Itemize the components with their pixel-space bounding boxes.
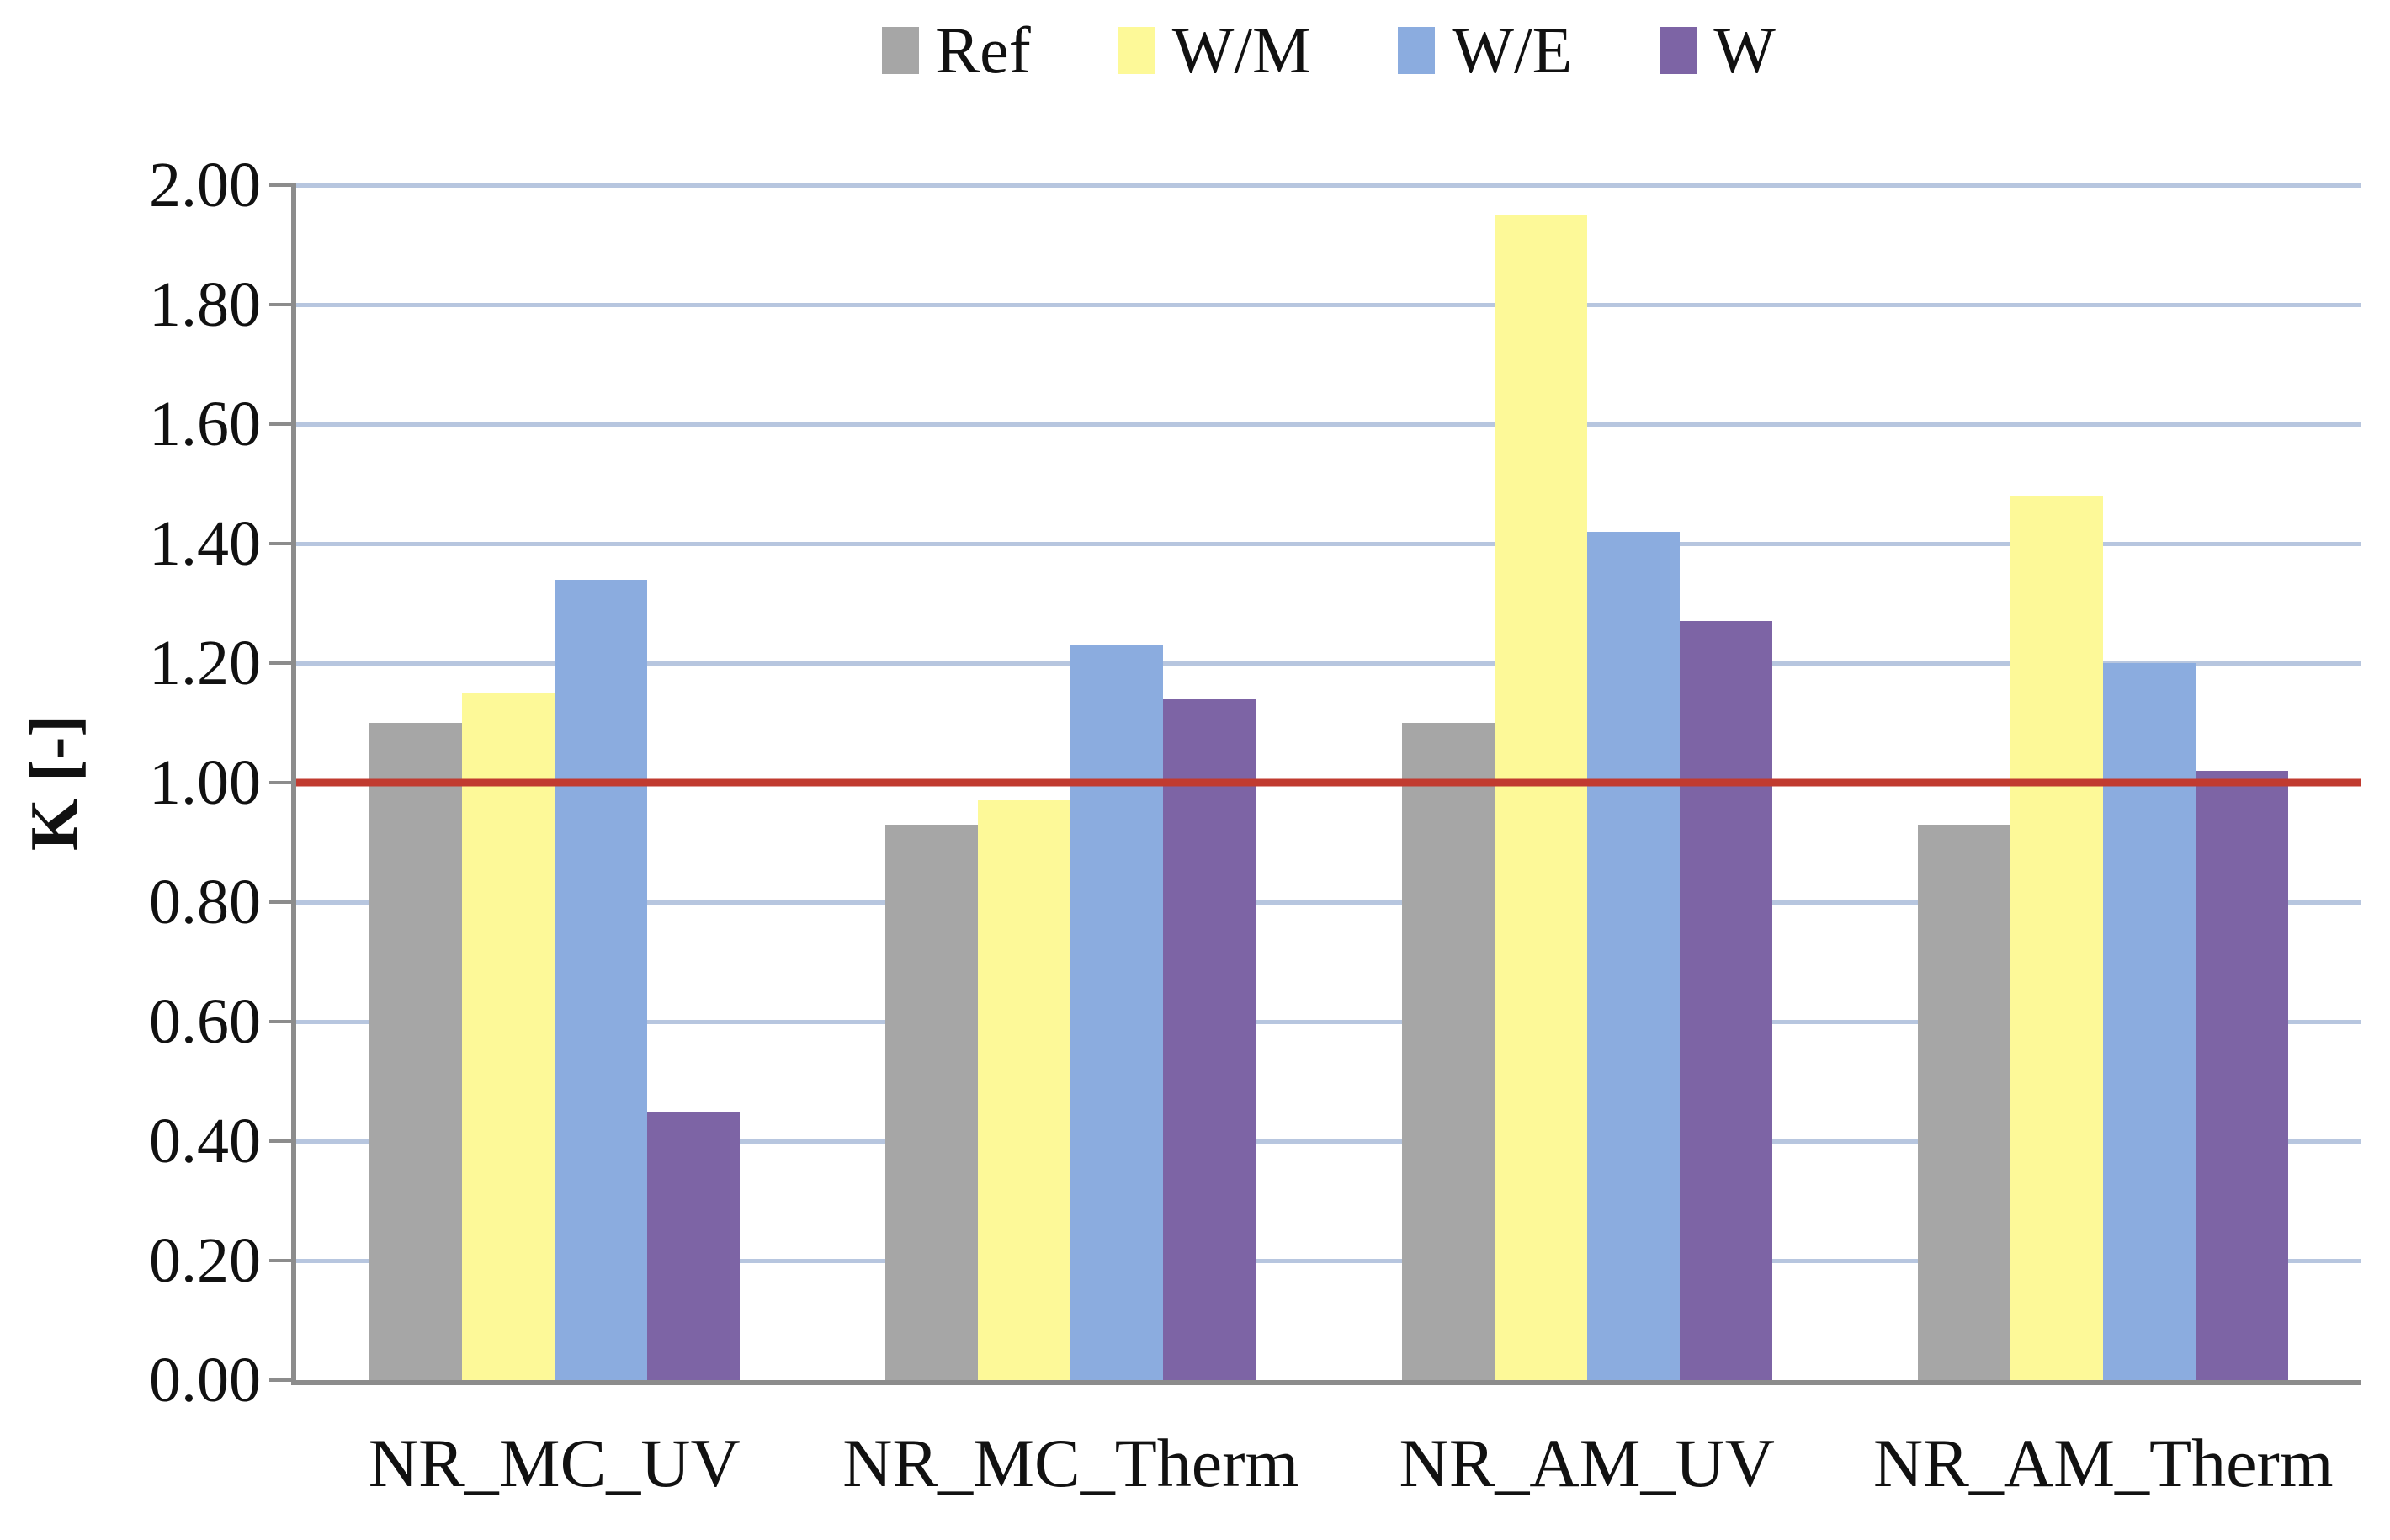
y-tick-mark-0-00 <box>269 1378 300 1382</box>
x-category-label-nr-am-therm: NR_AM_Therm <box>1872 1425 2334 1501</box>
y-tick-mark-0-80 <box>269 900 300 904</box>
x-category-label-nr-mc-therm: NR_MC_Therm <box>842 1425 1299 1501</box>
y-axis-line <box>291 183 296 1383</box>
y-tick-mark-0-20 <box>269 1259 300 1262</box>
y-tick-label-0-20: 0.20 <box>149 1225 261 1296</box>
gridline-2-00 <box>296 183 2361 188</box>
x-axis-category-labels: NR_MC_UV NR_MC_Therm NR_AM_UV NR_AM_Therm <box>296 1424 2361 1503</box>
legend-swatch-w <box>1660 27 1697 74</box>
y-axis-tick-marks <box>269 183 300 1382</box>
bar-w-m-nr-mc-uv <box>461 693 555 1380</box>
legend-swatch-ref <box>882 27 920 74</box>
legend-label-w-m: W/M <box>1171 13 1311 87</box>
legend-item-w-m: W/M <box>1118 13 1311 87</box>
legend-label-ref: Ref <box>936 13 1031 87</box>
y-tick-label-1-80: 1.80 <box>149 269 261 340</box>
bar-w-e-nr-am-therm <box>2103 663 2196 1380</box>
y-tick-label-1-40: 1.40 <box>149 508 261 579</box>
y-tick-label-2-00: 2.00 <box>149 150 261 220</box>
y-tick-label-0-00: 0.00 <box>149 1345 261 1415</box>
y-tick-mark-2-00 <box>269 183 300 187</box>
bar-ref-nr-mc-uv <box>369 723 462 1380</box>
legend-swatch-w-m <box>1118 27 1155 74</box>
gridline-0-80 <box>296 900 2361 905</box>
y-tick-mark-1-20 <box>269 661 300 665</box>
y-tick-label-0-60: 0.60 <box>149 986 261 1057</box>
bar-w-nr-am-uv <box>1679 621 1772 1380</box>
legend-swatch-w-e <box>1398 27 1436 74</box>
y-tick-mark-1-00 <box>269 781 300 784</box>
y-tick-label-1-00: 1.00 <box>149 747 261 818</box>
gridline-1-40 <box>296 542 2361 546</box>
bar-ref-nr-am-uv <box>1401 723 1495 1380</box>
bar-w-nr-mc-therm <box>1163 698 1256 1380</box>
bar-group-nr-am-therm <box>1846 185 2362 1380</box>
y-tick-mark-0-40 <box>269 1139 300 1143</box>
x-axis-line <box>291 1380 2361 1385</box>
gridline-0-60 <box>296 1020 2361 1024</box>
y-tick-mark-1-40 <box>269 542 300 545</box>
legend-item-ref: Ref <box>882 18 1031 83</box>
legend: Ref W/M W/E W <box>296 8 2361 93</box>
x-category-label-nr-am-uv: NR_AM_UV <box>1399 1425 1775 1501</box>
y-tick-mark-0-60 <box>269 1020 300 1023</box>
bar-w-m-nr-am-therm <box>2010 496 2104 1380</box>
bar-ref-nr-mc-therm <box>885 824 979 1380</box>
legend-label-w: W <box>1713 13 1776 87</box>
bar-group-nr-mc-therm <box>813 185 1330 1380</box>
y-tick-label-0-80: 0.80 <box>149 867 261 937</box>
bar-cluster-nr-mc-uv <box>369 185 740 1380</box>
legend-item-w-e: W/E <box>1398 18 1572 83</box>
y-tick-label-1-20: 1.20 <box>149 628 261 698</box>
bar-w-e-nr-mc-therm <box>1070 645 1164 1380</box>
gridline-1-80 <box>296 303 2361 307</box>
bar-cluster-nr-am-uv <box>1401 185 1772 1380</box>
legend-label-w-e: W/E <box>1452 13 1573 87</box>
bar-w-m-nr-mc-therm <box>978 800 1071 1380</box>
bar-cluster-nr-am-therm <box>1918 185 2289 1380</box>
bar-cluster-nr-mc-therm <box>885 185 1256 1380</box>
bar-group-nr-mc-uv <box>296 185 813 1380</box>
gridline-1-60 <box>296 422 2361 427</box>
gridline-1-20 <box>296 661 2361 666</box>
x-category-label-nr-mc-uv: NR_MC_UV <box>368 1425 741 1501</box>
bar-w-nr-am-therm <box>2196 770 2289 1380</box>
y-tick-label-0-40: 0.40 <box>149 1106 261 1176</box>
y-axis-tick-labels: 0.00 0.20 0.40 0.60 0.80 1.00 1.20 1.40 1.60 1.80… <box>76 153 261 1412</box>
bar-w-e-nr-am-uv <box>1586 531 1680 1380</box>
legend-item-w: W <box>1660 18 1776 83</box>
bar-ref-nr-am-therm <box>1918 824 2011 1380</box>
bar-w-nr-mc-uv <box>646 1111 740 1380</box>
y-tick-mark-1-60 <box>269 422 300 426</box>
gridline-0-40 <box>296 1139 2361 1144</box>
bar-groups <box>296 185 2361 1380</box>
y-tick-label-1-60: 1.60 <box>149 389 261 459</box>
bar-w-m-nr-am-uv <box>1494 215 1587 1380</box>
gridline-0-20 <box>296 1259 2361 1263</box>
bar-group-nr-am-uv <box>1329 185 1846 1380</box>
bar-w-e-nr-mc-uv <box>554 579 647 1380</box>
y-tick-mark-1-80 <box>269 303 300 306</box>
plot-area <box>291 183 2361 1385</box>
reference-line <box>296 778 2361 787</box>
